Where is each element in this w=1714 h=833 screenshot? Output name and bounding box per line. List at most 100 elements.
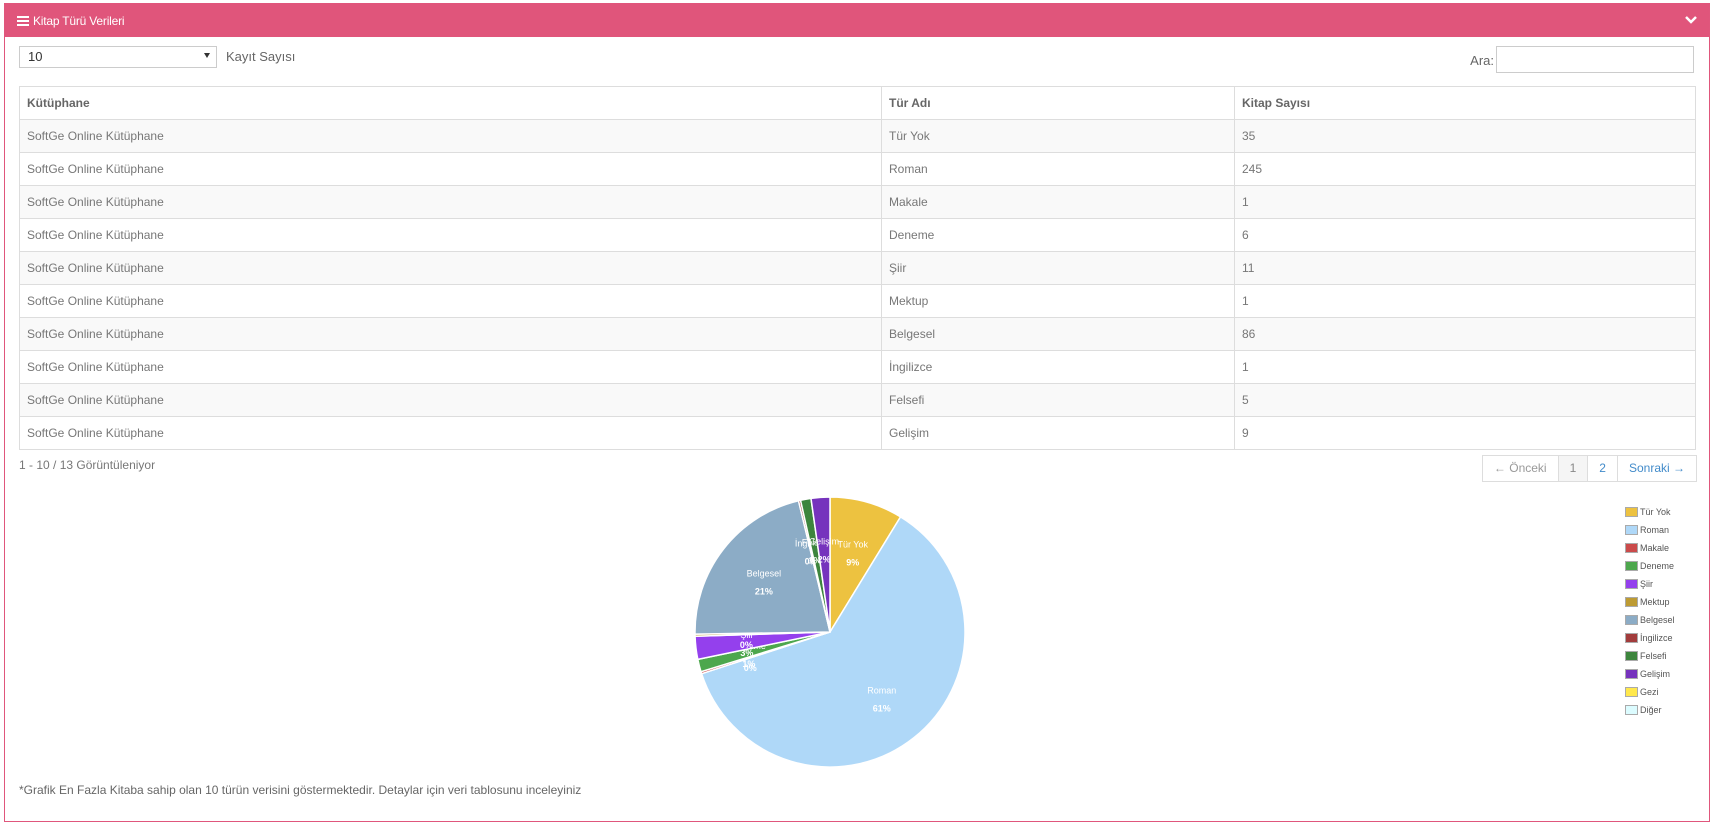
table-row: SoftGe Online Kütüphane Gelişim 9 [19,416,1696,450]
pie-slice-percent: 1% [742,659,755,669]
cell-library: SoftGe Online Kütüphane [19,152,882,186]
cell-count: 1 [1234,284,1696,318]
pie-slice-percent: 9% [846,557,859,567]
table-row: SoftGe Online Kütüphane Mektup 1 [19,284,1696,318]
table-header-row: Kütüphane Tür Adı Kitap Sayısı [19,86,1696,120]
legend-item: Belgesel [1625,611,1675,629]
pie-slice-percent: 1% [808,556,821,566]
record-count-label: Kayıt Sayısı [226,49,296,64]
legend-label: İngilizce [1640,633,1673,643]
pie-slice-label: Roman [867,686,896,696]
table-row: SoftGe Online Kütüphane Şiir 11 [19,251,1696,285]
pie-slice[interactable] [700,515,966,768]
pie-slice-label: Felsefi [802,538,829,548]
legend-item: Mektup [1625,593,1675,611]
pie-slice-label: Belgesel [747,569,782,579]
pie-slice-percent: 2% [818,555,831,565]
legend-label: Diğer [1640,705,1662,715]
record-count-select[interactable]: 10 [19,46,217,68]
search-input[interactable] [1496,46,1694,73]
legend-label: Gelişim [1640,669,1671,679]
cell-type: Şiir [881,251,1235,285]
cell-count: 11 [1234,251,1696,285]
pie-slice[interactable] [694,499,831,635]
legend-swatch [1625,507,1638,517]
cell-count: 9 [1234,416,1696,450]
cell-count: 1 [1234,350,1696,384]
cell-library: SoftGe Online Kütüphane [19,284,882,318]
legend-item: Şiir [1625,575,1675,593]
column-header-type[interactable]: Tür Adı [881,86,1235,120]
pie-slice-percent: 0% [744,663,757,673]
legend-item: Tür Yok [1625,503,1675,521]
legend-swatch [1625,525,1638,535]
previous-page-button[interactable]: ← Önceki [1481,455,1559,482]
legend-item: Roman [1625,521,1675,539]
legend-swatch [1625,561,1638,571]
panel-header: Kitap Türü Verileri [5,4,1709,37]
table-toolbar: 10 Kayıt Sayısı Ara: [19,46,1694,73]
pie-slice-label: Tür Yok [837,539,868,549]
cell-type: Felsefi [881,383,1235,417]
page-2-button[interactable]: 2 [1587,455,1618,482]
chart-footnote: *Grafik En Fazla Kitaba sahip olan 10 tü… [19,783,582,797]
table-row: SoftGe Online Kütüphane Felsefi 5 [19,383,1696,417]
cell-library: SoftGe Online Kütüphane [19,251,882,285]
select-arrow-icon [204,53,210,58]
pagination: ← Önceki 1 2 Sonraki → [1481,455,1697,482]
legend-item: Felsefi [1625,647,1675,665]
cell-type: Mektup [881,284,1235,318]
legend-swatch [1625,651,1638,661]
table-row: SoftGe Online Kütüphane Belgesel 86 [19,317,1696,351]
cell-library: SoftGe Online Kütüphane [19,350,882,384]
cell-type: İngilizce [881,350,1235,384]
pie-slice[interactable] [810,496,831,633]
legend-label: Şiir [1640,579,1653,589]
chevron-down-icon[interactable] [1683,12,1699,28]
legend-label: Belgesel [1640,615,1675,625]
legend-swatch [1625,687,1638,697]
table-row: SoftGe Online Kütüphane Roman 245 [19,152,1696,186]
legend-swatch [1625,579,1638,589]
legend-item: Diğer [1625,701,1675,719]
legend-item: Gezi [1625,683,1675,701]
data-table: Kütüphane Tür Adı Kitap Sayısı SoftGe On… [19,86,1696,450]
column-header-count[interactable]: Kitap Sayısı [1234,86,1696,120]
legend-label: Tür Yok [1640,507,1671,517]
page-1-button[interactable]: 1 [1557,455,1589,482]
legend-swatch [1625,597,1638,607]
record-count-value: 10 [28,49,43,64]
legend-swatch [1625,669,1638,679]
cell-type: Belgesel [881,317,1235,351]
legend-label: Felsefi [1640,651,1667,661]
cell-library: SoftGe Online Kütüphane [19,185,882,219]
legend-item: Makale [1625,539,1675,557]
pie-slice-percent: 21% [755,587,773,597]
legend-label: Makale [1640,543,1670,553]
legend-item: Deneme [1625,557,1675,575]
cell-type: Tür Yok [881,119,1235,153]
legend-label: Mektup [1640,597,1670,607]
pagination-info: 1 - 10 / 13 Görüntüleniyor [19,458,156,472]
search-label: Ara: [1470,53,1494,68]
legend-swatch [1625,543,1638,553]
cell-count: 245 [1234,152,1696,186]
cell-library: SoftGe Online Kütüphane [19,416,882,450]
cell-count: 86 [1234,317,1696,351]
cell-type: Roman [881,152,1235,186]
legend-item: İngilizce [1625,629,1675,647]
pie-slice-percent: 61% [873,704,891,714]
legend-swatch [1625,705,1638,715]
pie-slice-percent: 0% [805,556,818,566]
next-page-button[interactable]: Sonraki → [1616,455,1697,482]
pie-slice-percent: 3% [740,648,753,658]
legend-item: Gelişim [1625,665,1675,683]
column-header-library[interactable]: Kütüphane [19,86,882,120]
table-row: SoftGe Online Kütüphane Deneme 6 [19,218,1696,252]
legend-label: Deneme [1640,561,1675,571]
table-row: SoftGe Online Kütüphane Makale 1 [19,185,1696,219]
cell-library: SoftGe Online Kütüphane [19,317,882,351]
cell-type: Gelişim [881,416,1235,450]
legend-label: Roman [1640,525,1670,535]
table-row: SoftGe Online Kütüphane İngilizce 1 [19,350,1696,384]
